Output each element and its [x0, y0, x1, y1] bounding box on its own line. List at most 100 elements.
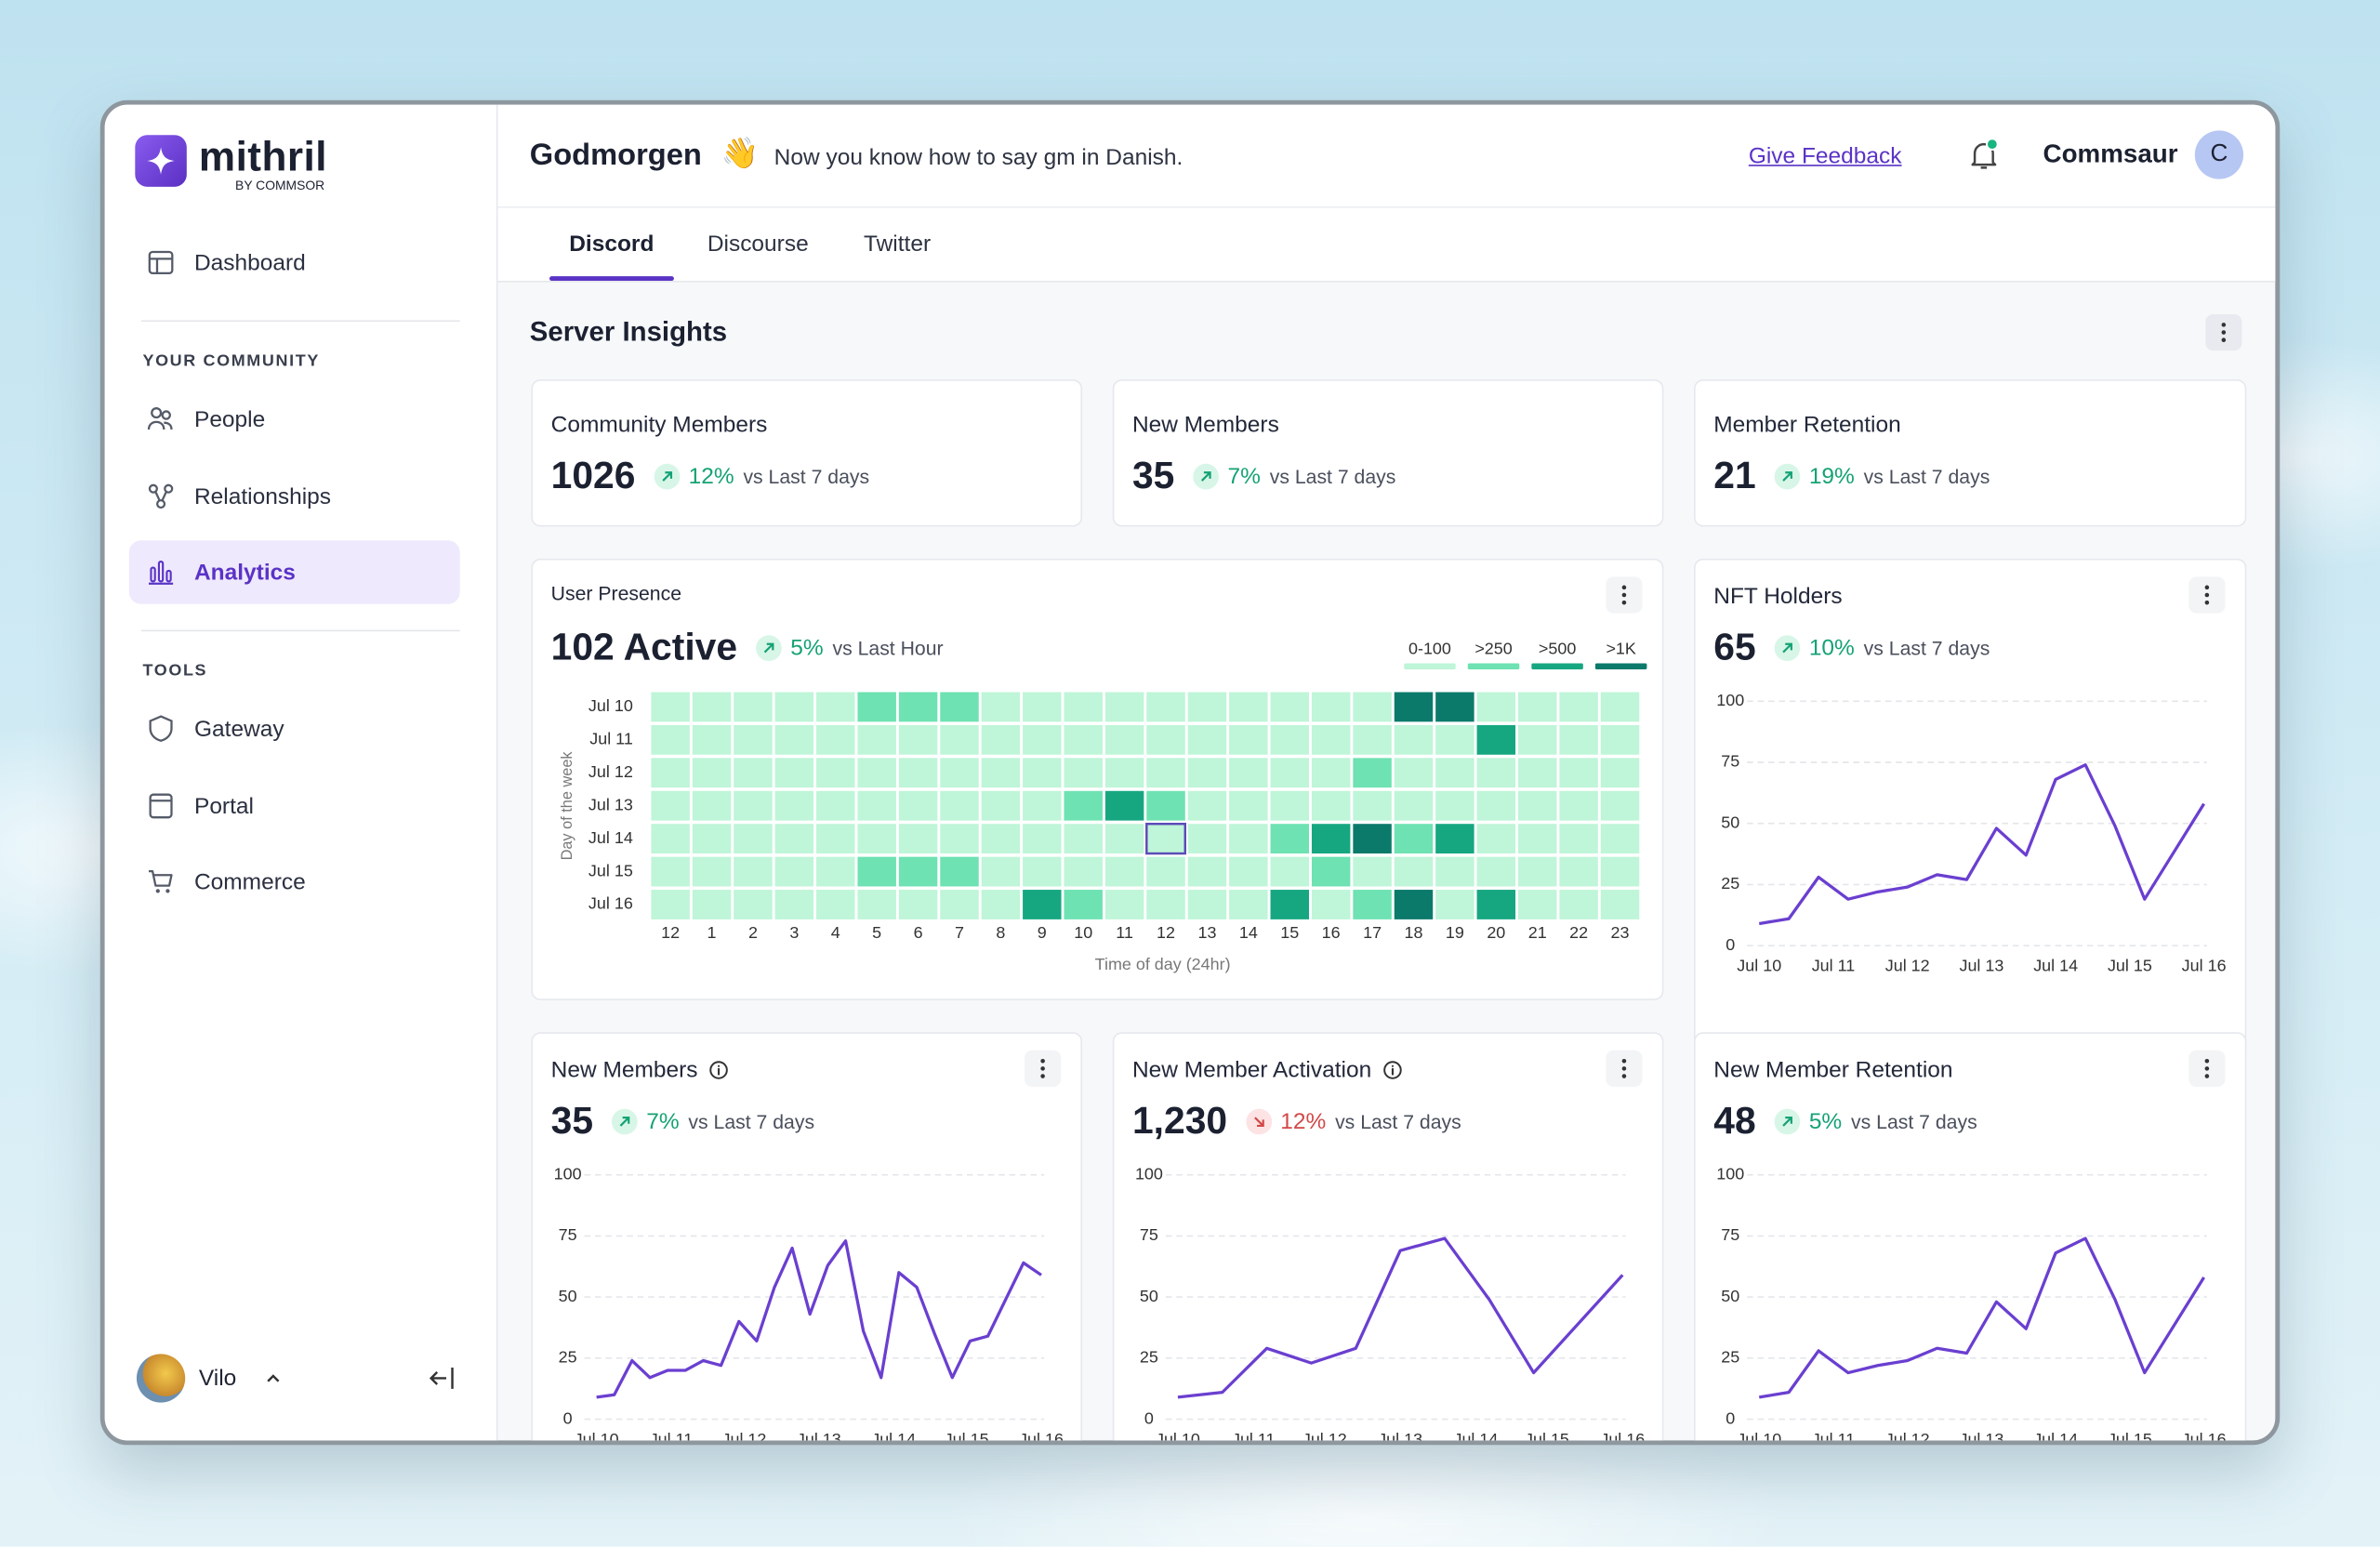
- heatmap-cell[interactable]: [1311, 856, 1351, 887]
- heatmap-cell[interactable]: [816, 890, 855, 919]
- account-chevron[interactable]: [264, 1369, 283, 1388]
- heatmap-cell[interactable]: [1270, 758, 1309, 788]
- heatmap-cell[interactable]: [1023, 856, 1062, 887]
- heatmap-cell[interactable]: [1104, 856, 1144, 887]
- heatmap-cell[interactable]: [857, 724, 896, 755]
- heatmap-cell[interactable]: [816, 824, 855, 854]
- heatmap-cell[interactable]: [940, 758, 979, 788]
- heatmap-cell[interactable]: [816, 724, 855, 755]
- heatmap-cell[interactable]: [1064, 692, 1103, 722]
- heatmap-cell[interactable]: [1311, 724, 1351, 755]
- heatmap-cell[interactable]: [1270, 790, 1309, 821]
- heatmap-cell[interactable]: [1476, 790, 1516, 821]
- heatmap-cell[interactable]: [1353, 692, 1392, 722]
- heatmap-cell[interactable]: [1064, 824, 1103, 854]
- heatmap-cell[interactable]: [857, 890, 896, 919]
- heatmap-cell[interactable]: [857, 758, 896, 788]
- heatmap-cell[interactable]: [734, 856, 773, 887]
- heatmap-cell[interactable]: [1187, 890, 1227, 919]
- heatmap-cell[interactable]: [692, 856, 732, 887]
- info-icon[interactable]: [1382, 1060, 1402, 1079]
- heatmap-cell[interactable]: [898, 758, 938, 788]
- heatmap-cell[interactable]: [1517, 758, 1557, 788]
- heatmap-cell[interactable]: [1311, 758, 1351, 788]
- heatmap-cell[interactable]: [1023, 692, 1062, 722]
- heatmap-cell[interactable]: [1146, 856, 1185, 887]
- heatmap-cell[interactable]: [981, 724, 1021, 755]
- heatmap-cell[interactable]: [1600, 758, 1640, 788]
- heatmap-cell[interactable]: [898, 724, 938, 755]
- heatmap-cell[interactable]: [1435, 824, 1474, 854]
- heatmap-cell[interactable]: [1146, 724, 1185, 755]
- heatmap-cell[interactable]: [1353, 724, 1392, 755]
- heatmap-cell[interactable]: [816, 758, 855, 788]
- heatmap-cell[interactable]: [1600, 724, 1640, 755]
- heatmap-cell[interactable]: [1559, 790, 1598, 821]
- heatmap-cell[interactable]: [1435, 856, 1474, 887]
- heatmap-cell[interactable]: [981, 824, 1021, 854]
- heatmap-cell[interactable]: [1146, 758, 1185, 788]
- heatmap-cell[interactable]: [940, 724, 979, 755]
- heatmap-cell[interactable]: [1517, 724, 1557, 755]
- heatmap-cell[interactable]: [1064, 790, 1103, 821]
- heatmap-cell[interactable]: [940, 692, 979, 722]
- heatmap-cell[interactable]: [1353, 890, 1392, 919]
- heatmap-cell[interactable]: [692, 824, 732, 854]
- heatmap-cell[interactable]: [1517, 856, 1557, 887]
- heatmap-cell[interactable]: [774, 824, 814, 854]
- heatmap-cell[interactable]: [1229, 724, 1268, 755]
- nav-item[interactable]: People: [146, 403, 265, 434]
- heatmap-cell[interactable]: [981, 692, 1021, 722]
- heatmap-cell[interactable]: [734, 724, 773, 755]
- heatmap-cell[interactable]: [940, 856, 979, 887]
- nav-item[interactable]: Gateway: [146, 713, 284, 744]
- heatmap-cell[interactable]: [774, 790, 814, 821]
- heatmap-cell[interactable]: [774, 692, 814, 722]
- heatmap-cell[interactable]: [940, 790, 979, 821]
- heatmap-cell[interactable]: [692, 758, 732, 788]
- heatmap-cell[interactable]: [898, 856, 938, 887]
- heatmap-cell[interactable]: [1187, 724, 1227, 755]
- heatmap-cell[interactable]: [857, 790, 896, 821]
- heatmap-cell[interactable]: [1229, 824, 1268, 854]
- heatmap-cell[interactable]: [1146, 692, 1185, 722]
- heatmap-cell[interactable]: [1311, 824, 1351, 854]
- heatmap-cell[interactable]: [1311, 790, 1351, 821]
- heatmap-cell[interactable]: [1559, 824, 1598, 854]
- heatmap-cell[interactable]: [1229, 692, 1268, 722]
- nav-item[interactable]: Commerce: [146, 866, 306, 897]
- heatmap-cell[interactable]: [734, 824, 773, 854]
- heatmap-cell[interactable]: [940, 890, 979, 919]
- heatmap-cell[interactable]: [1517, 890, 1557, 919]
- heatmap-cell[interactable]: [1394, 790, 1434, 821]
- heatmap-cell[interactable]: [940, 824, 979, 854]
- card-menu[interactable]: [1025, 1050, 1062, 1087]
- heatmap-cell[interactable]: [734, 692, 773, 722]
- collapse-sidebar[interactable]: [427, 1365, 457, 1392]
- card-menu[interactable]: [2188, 1050, 2226, 1087]
- heatmap-cell[interactable]: [1435, 692, 1474, 722]
- heatmap-cell[interactable]: [1270, 724, 1309, 755]
- heatmap-cell[interactable]: [774, 758, 814, 788]
- heatmap-cell[interactable]: [1270, 856, 1309, 887]
- heatmap-cell[interactable]: [1187, 856, 1227, 887]
- heatmap-cell[interactable]: [692, 692, 732, 722]
- heatmap-cell[interactable]: [1064, 856, 1103, 887]
- card-menu[interactable]: [1606, 576, 1643, 614]
- user-name[interactable]: Commsaur: [2043, 139, 2178, 169]
- nav-item[interactable]: Dashboard: [146, 247, 306, 278]
- heatmap-cell[interactable]: [1187, 692, 1227, 722]
- account-avatar[interactable]: [136, 1354, 186, 1403]
- tab[interactable]: Twitter: [863, 231, 932, 258]
- heatmap-cell[interactable]: [1394, 692, 1434, 722]
- section-menu[interactable]: [2205, 313, 2242, 351]
- heatmap-cell[interactable]: [1146, 790, 1185, 821]
- heatmap-cell[interactable]: [1023, 790, 1062, 821]
- heatmap-cell[interactable]: [898, 692, 938, 722]
- heatmap-cell[interactable]: [1435, 724, 1474, 755]
- heatmap-cell[interactable]: [1270, 824, 1309, 854]
- heatmap-cell[interactable]: [1311, 890, 1351, 919]
- heatmap-cell[interactable]: [898, 824, 938, 854]
- heatmap-cell[interactable]: [1187, 758, 1227, 788]
- notifications-bell[interactable]: [1965, 137, 2002, 173]
